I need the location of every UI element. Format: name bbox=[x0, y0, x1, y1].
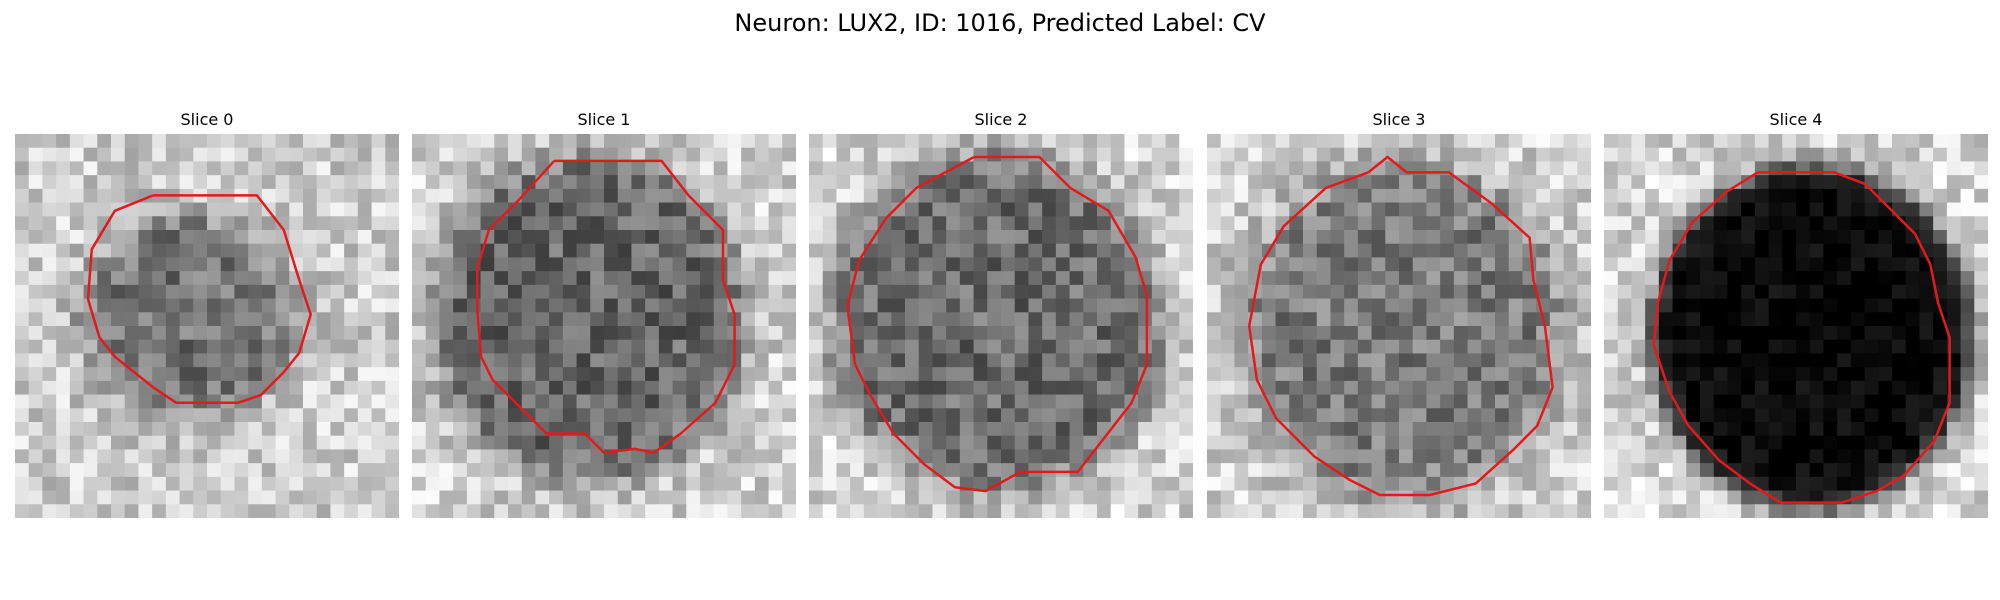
slice-image bbox=[809, 134, 1193, 518]
roi-contour bbox=[1652, 171, 1951, 504]
slice-title: Slice 0 bbox=[180, 110, 234, 129]
roi-contour bbox=[476, 159, 736, 454]
slice-title: Slice 4 bbox=[1769, 110, 1823, 129]
slice-image bbox=[1207, 134, 1591, 518]
slice-title: Slice 1 bbox=[577, 110, 631, 129]
slice-title: Slice 3 bbox=[1372, 110, 1426, 129]
slice-panel-4: Slice 4 bbox=[1604, 104, 1988, 524]
roi-contour bbox=[846, 155, 1149, 493]
slice-panel-1: Slice 1 bbox=[412, 104, 796, 524]
slice-panel-2: Slice 2 bbox=[809, 104, 1193, 524]
slice-panel-0: Slice 0 bbox=[15, 104, 399, 524]
roi-contour bbox=[1247, 155, 1554, 497]
slice-image bbox=[412, 134, 796, 518]
roi-contour bbox=[86, 194, 312, 405]
slice-image bbox=[15, 134, 399, 518]
figure-title: Neuron: LUX2, ID: 1016, Predicted Label:… bbox=[734, 9, 1266, 37]
slice-image bbox=[1604, 134, 1988, 518]
slice-title: Slice 2 bbox=[974, 110, 1028, 129]
slice-panel-3: Slice 3 bbox=[1207, 104, 1591, 524]
